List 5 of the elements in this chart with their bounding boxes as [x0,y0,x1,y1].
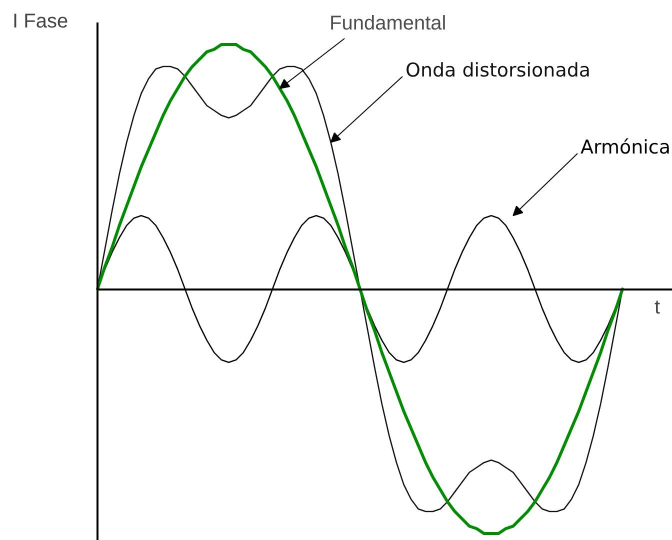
x-axis-title: t [654,296,660,318]
text: Armónica [580,136,671,158]
text: Fundamental [330,12,446,34]
text: Onda distorsionada [406,60,591,82]
y-axis-title: I Fase [12,10,68,32]
